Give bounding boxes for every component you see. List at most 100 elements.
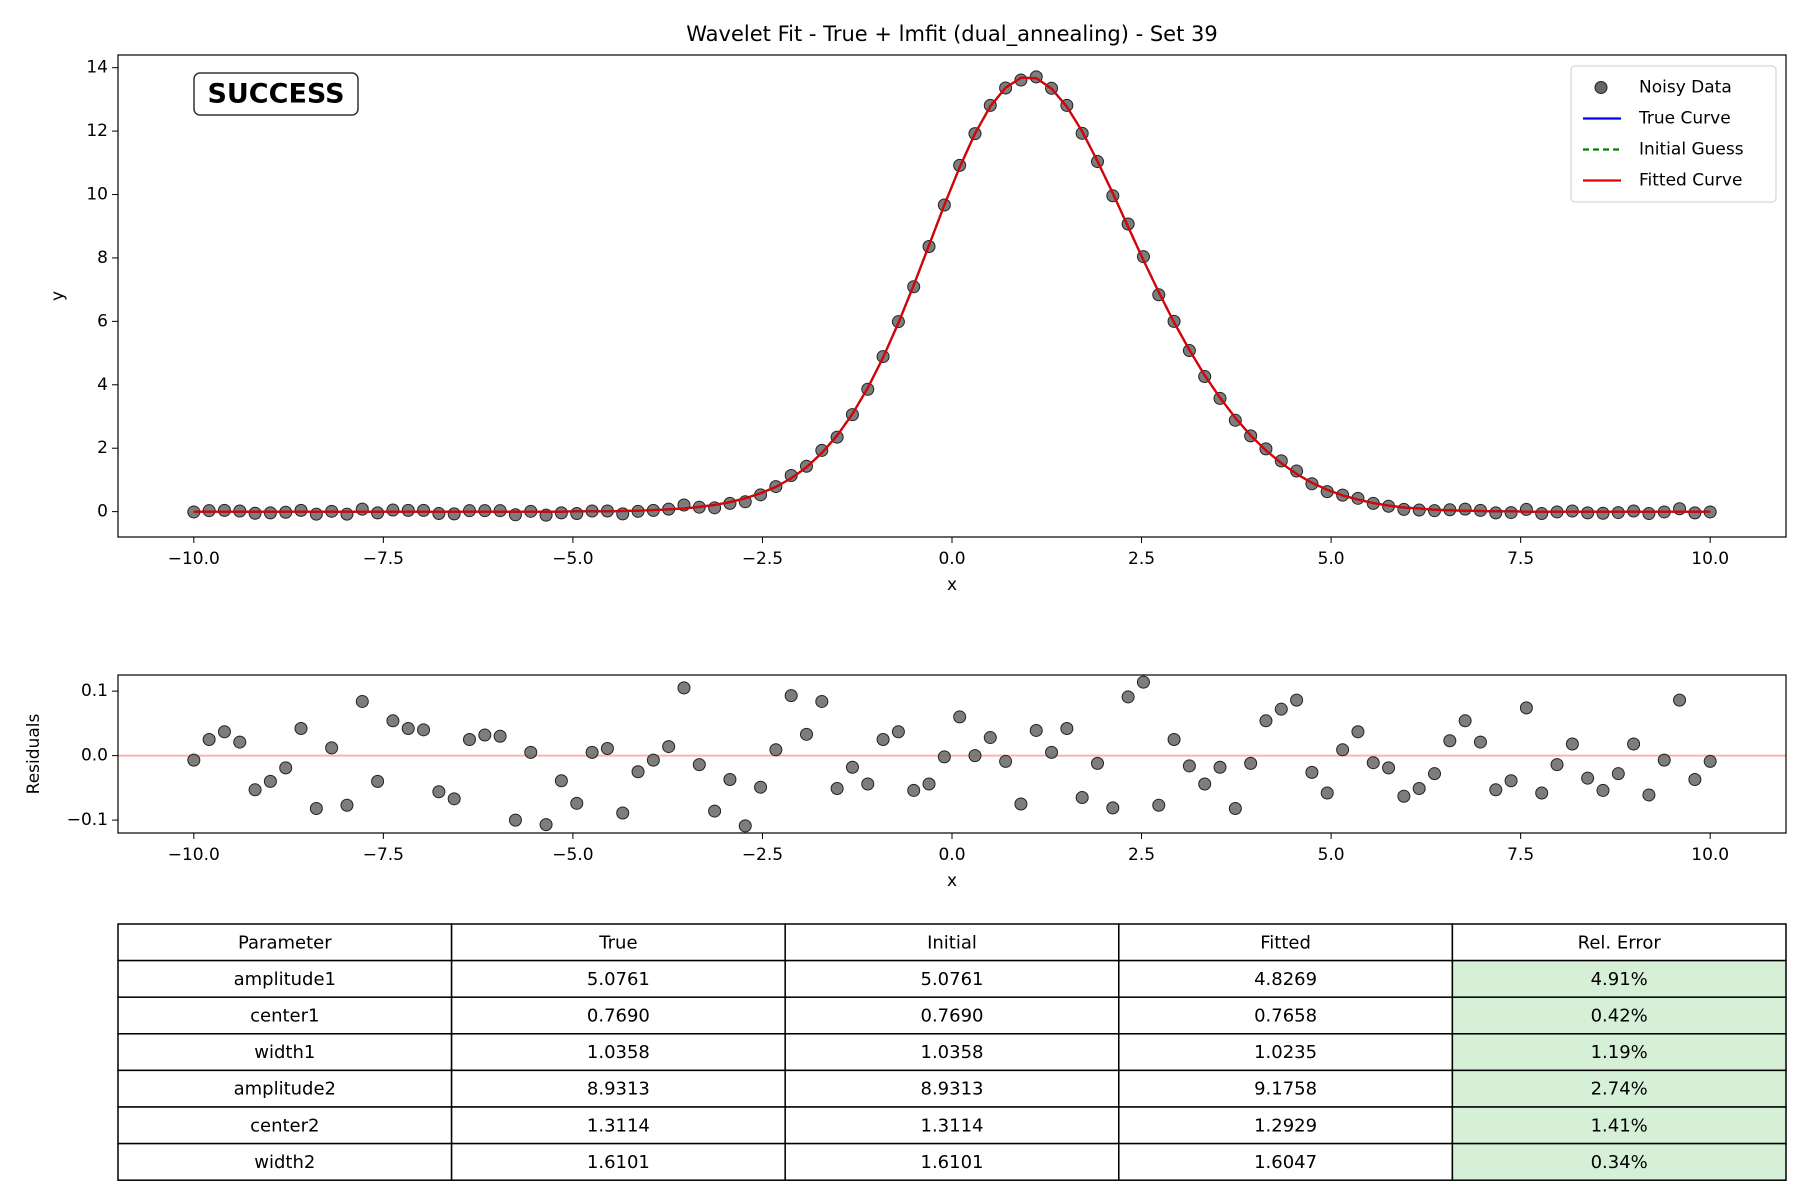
data-point xyxy=(1673,693,1687,707)
y-axis-label: y xyxy=(48,291,68,301)
data-point xyxy=(417,723,431,737)
data-point xyxy=(1014,797,1028,811)
data-point xyxy=(1443,734,1457,748)
table-cell-text: 1.0358 xyxy=(587,1042,650,1063)
table-cell-text: amplitude1 xyxy=(234,969,336,990)
table-cell xyxy=(450,1033,786,1072)
data-point xyxy=(217,503,231,517)
data-point xyxy=(1305,765,1319,779)
y-tick-label: 0.1 xyxy=(81,681,108,701)
data-point xyxy=(309,507,323,521)
legend-box xyxy=(1570,65,1777,203)
data-point xyxy=(371,506,385,520)
table-cell-text: 5.0761 xyxy=(587,969,650,990)
table-cell-text: 4.91% xyxy=(1591,969,1648,990)
data-point xyxy=(248,506,262,520)
data-point xyxy=(294,722,308,736)
data-point xyxy=(708,804,722,818)
x-axis-label: x xyxy=(947,575,957,595)
data-point xyxy=(1274,702,1288,716)
data-point xyxy=(202,732,216,746)
table-header-text: True xyxy=(598,932,637,953)
data-point xyxy=(1397,502,1411,516)
x-tick-label: −5.0 xyxy=(552,845,593,865)
data-point xyxy=(1167,732,1181,746)
data-point xyxy=(1596,506,1610,520)
x-tick-label: 0.0 xyxy=(938,549,965,569)
y-tick-label: 6 xyxy=(97,311,108,331)
x-axis-label: x xyxy=(947,871,957,891)
data-point xyxy=(1489,506,1503,520)
data-point xyxy=(662,740,676,754)
table-cell-text: 2.74% xyxy=(1591,1079,1648,1100)
x-tick-label: −5.0 xyxy=(552,549,593,569)
x-tick-label: 2.5 xyxy=(1128,845,1155,865)
legend-label: Noisy Data xyxy=(1639,78,1732,98)
table-cell xyxy=(784,959,1120,998)
status-badge-box xyxy=(193,72,359,116)
data-point xyxy=(1535,786,1549,800)
table-header-text: Rel. Error xyxy=(1578,932,1662,953)
data-point xyxy=(1642,788,1656,802)
table-cell xyxy=(117,996,453,1035)
data-point xyxy=(1290,693,1304,707)
data-point xyxy=(1519,502,1533,516)
data-point xyxy=(1136,675,1150,689)
table-cell xyxy=(450,996,786,1035)
data-point xyxy=(462,732,476,746)
table-cell-text: 1.19% xyxy=(1591,1042,1648,1063)
data-point xyxy=(1075,791,1089,805)
data-point xyxy=(891,725,905,739)
data-point xyxy=(371,774,385,788)
x-tick-label: −2.5 xyxy=(742,549,783,569)
data-point xyxy=(1029,723,1043,737)
data-point xyxy=(1489,783,1503,797)
data-point xyxy=(1673,502,1687,516)
data-point xyxy=(845,760,859,774)
data-point xyxy=(1519,701,1533,715)
data-point xyxy=(1458,714,1472,728)
table-cell-text: 1.0358 xyxy=(921,1042,984,1063)
x-tick-label: 5.0 xyxy=(1318,549,1345,569)
data-point xyxy=(616,806,630,820)
table-header-text: Parameter xyxy=(238,932,332,953)
table-cell-text: 5.0761 xyxy=(921,969,984,990)
data-point xyxy=(355,694,369,708)
status-badge: SUCCESS xyxy=(207,79,344,110)
table-cell-text: 1.3114 xyxy=(587,1115,650,1136)
x-tick-label: 7.5 xyxy=(1507,845,1534,865)
x-tick-label: 10.0 xyxy=(1691,549,1729,569)
table-cell-text: 0.7690 xyxy=(587,1006,650,1027)
data-point xyxy=(1642,507,1656,521)
data-point xyxy=(754,780,768,794)
data-point xyxy=(1198,777,1212,791)
table-header-text: Fitted xyxy=(1260,932,1311,953)
legend-marker xyxy=(1594,81,1608,94)
y-tick-label: 2 xyxy=(97,438,108,458)
x-tick-label: −7.5 xyxy=(363,549,404,569)
data-point xyxy=(355,502,369,516)
table-cell-text: amplitude2 xyxy=(234,1079,336,1100)
table-cell xyxy=(117,959,453,998)
data-point xyxy=(570,507,584,521)
data-point xyxy=(1228,801,1242,815)
table-cell xyxy=(450,1142,786,1181)
table-cell xyxy=(1118,1142,1454,1181)
data-point xyxy=(1535,507,1549,521)
data-point xyxy=(999,754,1013,768)
data-point xyxy=(1688,772,1702,786)
data-point xyxy=(508,813,522,827)
data-point xyxy=(1397,789,1411,803)
data-point xyxy=(953,710,967,724)
axes: −10.0 −7.5 −5.0 −2.5 0.0 2.5 5.0 7.5 10.0 −0.1 0.0… xyxy=(24,674,1787,891)
plot-area xyxy=(118,675,1786,833)
data-point xyxy=(1596,783,1610,797)
data-point xyxy=(1504,506,1518,520)
data-point xyxy=(1657,753,1671,767)
data-point xyxy=(1351,725,1365,739)
data-point xyxy=(294,503,308,517)
table-header-cell xyxy=(450,923,786,962)
data-point xyxy=(1228,413,1242,427)
y-tick-label: 4 xyxy=(97,375,108,395)
